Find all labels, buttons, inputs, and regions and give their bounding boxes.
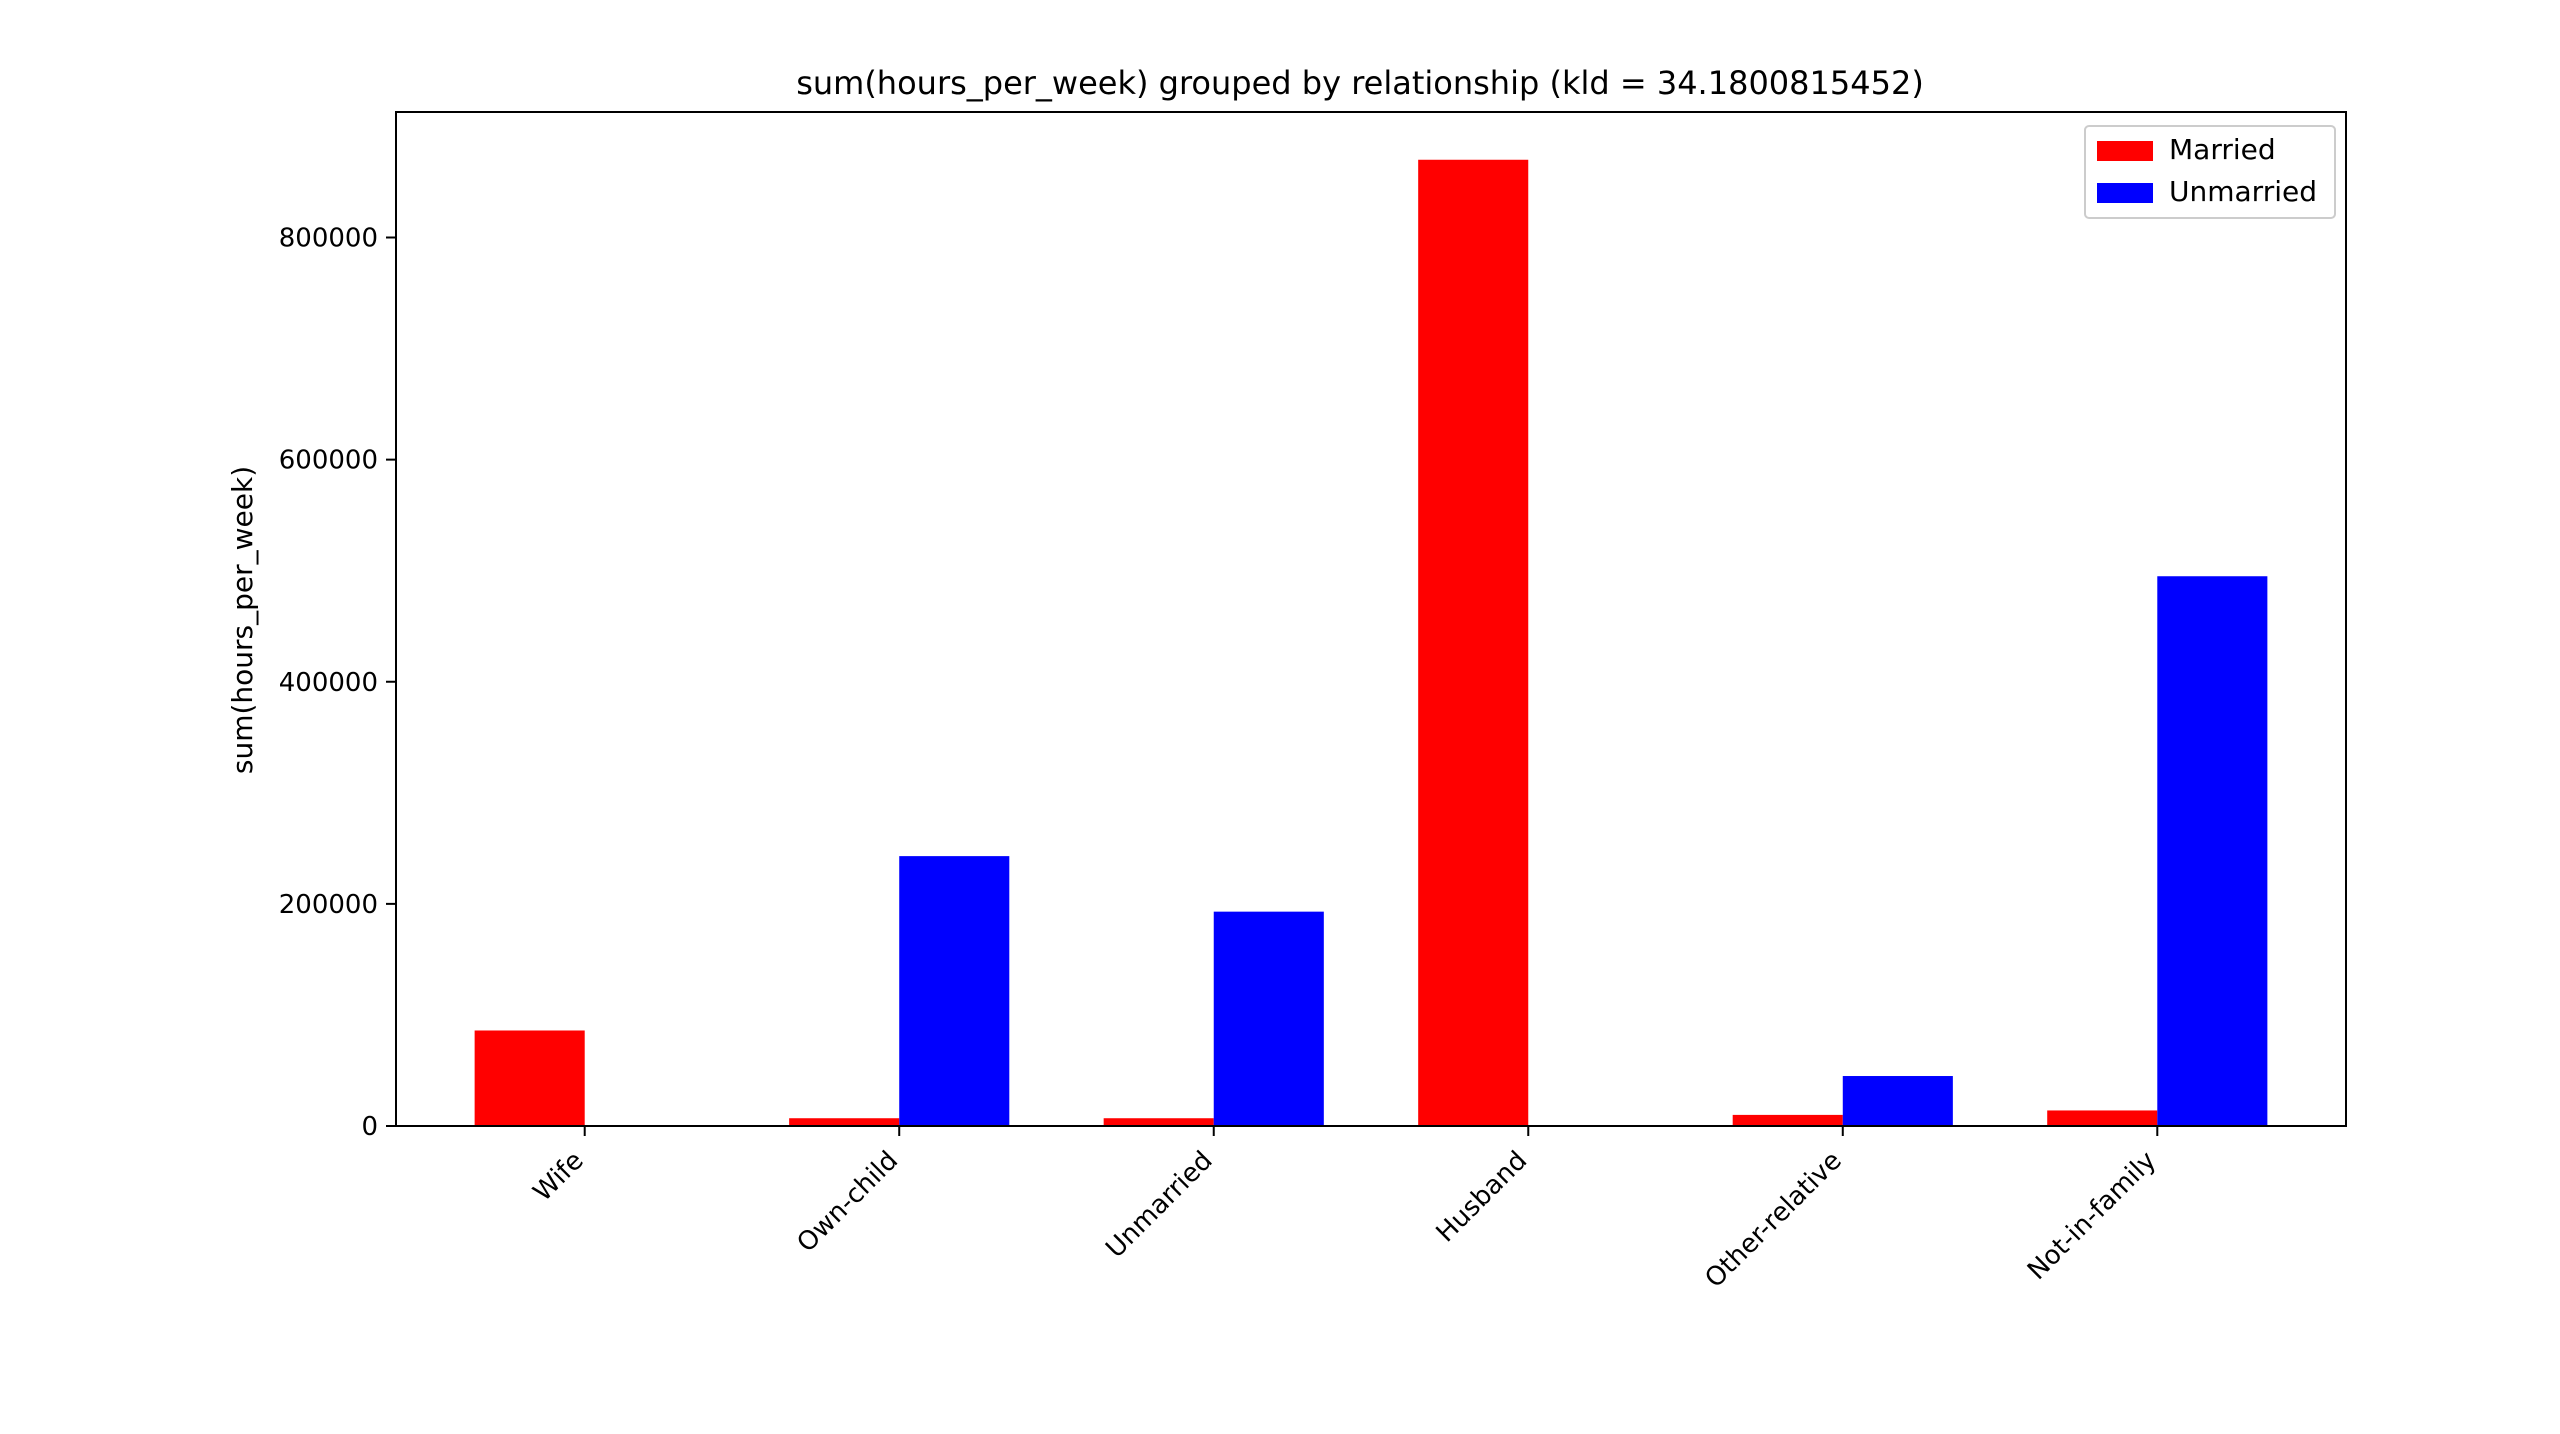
x-tick-label: Unmarried [1100, 1146, 1218, 1264]
y-tick-label: 800000 [279, 224, 378, 254]
y-axis-label-group: sum(hours_per_week) [226, 466, 259, 774]
bar-unmarried-own-child [899, 856, 1010, 1126]
y-tick-label: 200000 [279, 890, 378, 920]
bar-married-wife [474, 1030, 585, 1126]
y-axis-label: sum(hours_per_week) [226, 466, 259, 774]
y-tick-label: 600000 [279, 446, 378, 476]
bar-married-husband [1418, 159, 1529, 1127]
legend-swatch-married [2097, 141, 2153, 161]
x-tick-label: Own-child [792, 1146, 905, 1259]
bar-unmarried-not-in-family [2157, 576, 2268, 1126]
bar-unmarried-other-relative [1842, 1076, 1953, 1126]
chart-title: sum(hours_per_week) grouped by relations… [796, 64, 1924, 102]
bars-layer [474, 159, 2268, 1127]
x-tick-label: Not-in-family [2022, 1146, 2162, 1286]
legend-swatch-unmarried [2097, 183, 2153, 203]
legend-label-unmarried: Unmarried [2169, 175, 2317, 208]
x-tick-label: Wife [528, 1146, 590, 1208]
plot-frame [395, 111, 2347, 1127]
y-tick-label: 0 [361, 1112, 378, 1142]
bar-married-other-relative [1732, 1114, 1843, 1126]
bar-married-own-child [789, 1118, 900, 1126]
x-tick-label: Other-relative [1699, 1146, 1847, 1294]
legend-label-married: Married [2169, 133, 2276, 166]
legend: Married Unmarried [2084, 125, 2336, 219]
y-tick-label: 400000 [279, 668, 378, 698]
x-tick-label: Husband [1431, 1146, 1534, 1249]
bar-married-not-in-family [2047, 1110, 2158, 1126]
bar-married-unmarried [1103, 1118, 1214, 1126]
bar-unmarried-unmarried [1213, 911, 1324, 1126]
